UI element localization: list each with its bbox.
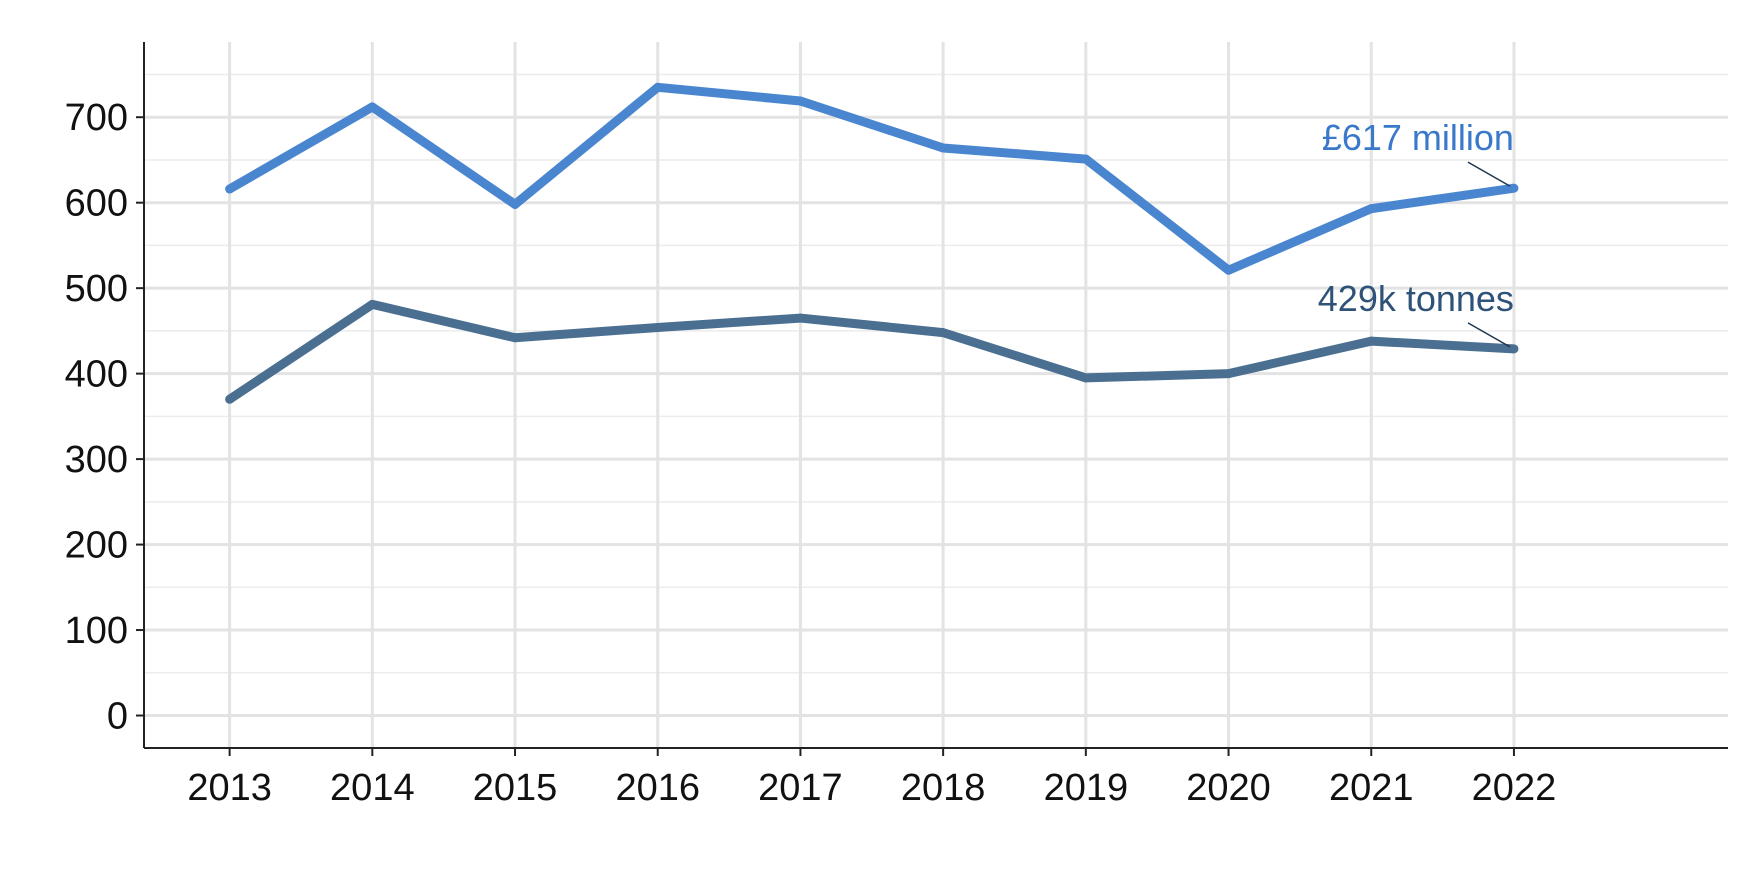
x-tick-label: 2015 [473,767,558,809]
x-tick-label: 2017 [758,767,843,809]
y-tick-label: 400 [65,354,128,396]
data-point [1081,154,1091,164]
data-point [367,299,377,309]
axes: 0 100 200 300 400 500 600 700 2013 2014 2015 2016 20… [65,42,1728,809]
end-label-leader [1467,161,1511,187]
data-point [653,322,663,332]
x-tick-label: 2021 [1329,767,1414,809]
data-point [1366,204,1376,214]
x-tick-label: 2022 [1472,767,1557,809]
y-tick-label: 200 [65,525,128,567]
data-point [1366,336,1376,346]
data-point [225,394,235,404]
x-tick-label: 2016 [615,767,700,809]
y-tick-label: 300 [65,439,128,481]
end-label-leader [1467,322,1511,348]
series-line-1 [227,82,1515,275]
data-point [795,96,805,106]
x-tick-label: 2014 [330,767,415,809]
data-point [225,184,235,194]
data-point [938,328,948,338]
data-point [367,102,377,112]
grid [144,42,1728,748]
x-tick-label: 2020 [1186,767,1271,809]
series-end-label: 429k tonnes [1318,278,1514,319]
data-point [795,313,805,323]
labels: £617 million 429k tonnes [1318,117,1514,348]
y-tick-label: 600 [65,183,128,225]
series [225,82,1519,404]
data-point [1081,373,1091,383]
series-line-2 [227,299,1515,404]
x-tick-label: 2018 [901,767,986,809]
data-point [1509,344,1519,354]
x-tick-label: 2019 [1044,767,1129,809]
data-point [1224,265,1234,275]
y-tick-label: 700 [65,97,128,139]
data-point [653,82,663,92]
y-tick-label: 100 [65,610,128,652]
data-point [938,143,948,153]
x-tick-label: 2013 [187,767,272,809]
data-point [510,333,520,343]
y-tick-label: 500 [65,268,128,310]
data-point [1224,369,1234,379]
y-tick-label: 0 [107,696,128,738]
data-point [510,199,520,209]
data-point [1509,183,1519,193]
series-end-label: £617 million [1322,117,1514,158]
